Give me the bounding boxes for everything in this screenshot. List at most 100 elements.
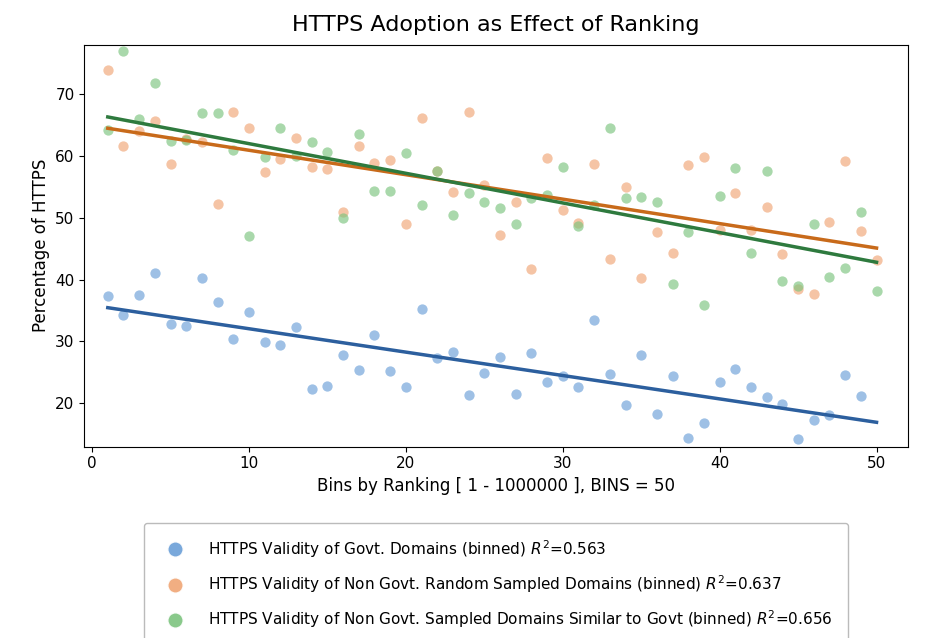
Point [634,272,649,283]
Point [414,113,429,123]
Point [680,160,695,170]
Point [195,137,210,147]
Point [743,248,758,258]
Point [446,187,461,197]
Point [759,166,774,176]
Point [383,186,398,197]
Point [367,186,382,197]
Point [399,382,414,392]
Point [320,380,335,390]
Point [430,353,445,363]
Point [524,193,539,203]
Point [728,163,743,173]
Point [241,232,256,242]
Point [351,130,366,140]
Point [288,151,303,161]
Point [446,346,461,357]
Point [806,415,821,425]
Point [163,319,178,329]
Point [461,188,476,198]
Y-axis label: Percentage of HTTPS: Percentage of HTTPS [32,159,50,332]
Point [634,192,649,202]
Point [775,399,790,410]
Point [712,377,727,387]
Point [665,371,680,381]
Point [869,452,884,462]
Point [304,161,319,172]
Point [210,198,225,209]
Point [650,409,665,419]
Point [461,390,476,401]
Point [618,182,633,192]
Point [210,107,225,117]
Point [822,272,837,282]
Point [822,218,837,228]
Point [508,389,523,399]
Point [100,125,115,135]
Point [618,400,633,410]
Point [336,350,351,360]
Point [179,135,194,145]
Point [759,392,774,402]
Point [587,315,602,325]
Point [414,304,429,314]
Point [838,369,853,380]
Point [195,272,210,283]
Point [195,107,210,117]
Point [775,249,790,259]
Point [179,321,194,331]
Point [571,382,586,392]
Point [587,159,602,169]
Point [336,207,351,217]
Point [869,286,884,296]
Point [476,197,491,207]
Point [603,369,618,379]
Point [854,226,869,236]
Point [132,126,147,136]
Point [524,348,539,359]
Point [680,433,695,443]
Point [539,152,554,163]
Point [226,145,241,155]
Point [179,134,194,144]
Point [571,221,586,231]
Point [163,136,178,146]
Point [399,148,414,158]
Point [383,155,398,165]
Point [696,418,711,428]
Point [147,268,162,278]
Point [367,158,382,168]
Point [791,284,806,294]
Point [618,193,633,203]
Point [508,219,523,229]
Point [838,263,853,273]
Point [100,290,115,300]
Point [665,248,680,258]
Point [492,203,507,213]
Point [132,290,147,300]
Point [383,366,398,376]
Point [603,122,618,133]
Point [210,297,225,308]
Point [806,219,821,229]
Point [712,225,727,235]
Point [116,310,131,320]
Point [791,434,806,444]
Point [728,364,743,375]
Point [367,330,382,340]
Point [226,107,241,117]
Point [241,308,256,318]
Point [320,163,335,174]
Title: HTTPS Adoption as Effect of Ranking: HTTPS Adoption as Effect of Ranking [292,15,700,35]
Point [446,210,461,220]
Point [273,154,288,164]
Point [743,382,758,392]
Point [791,281,806,291]
Point [524,263,539,274]
Point [461,107,476,117]
Point [241,123,256,133]
Point [587,200,602,210]
Point [492,352,507,362]
Point [226,334,241,344]
Point [759,202,774,212]
